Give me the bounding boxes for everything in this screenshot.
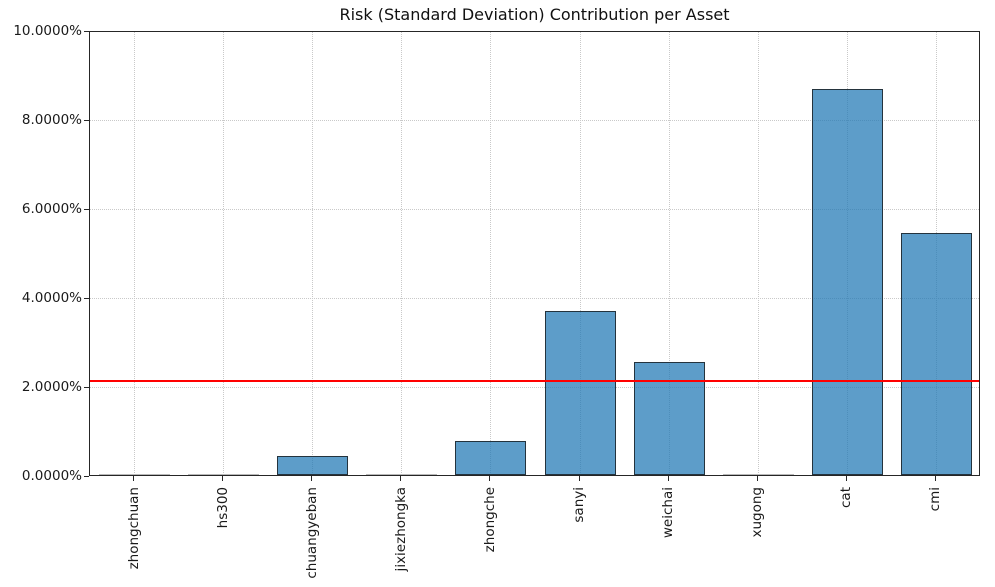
bar-hairline [722, 474, 794, 475]
y-tick-label: 6.0000% [21, 201, 82, 217]
v-gridline [579, 32, 581, 475]
y-tick-mark [84, 119, 89, 121]
x-tick-label: weichai [660, 487, 677, 539]
h-gridline [90, 120, 979, 121]
x-tick-label: sanyi [571, 487, 588, 523]
y-tick-label: 0.0000% [21, 468, 82, 484]
h-gridline [90, 298, 979, 299]
y-tick-label: 10.0000% [13, 23, 82, 39]
v-gridline [757, 32, 759, 475]
reference-line [90, 380, 979, 383]
y-tick-label: 2.0000% [21, 379, 82, 395]
bar-hairline [99, 474, 171, 475]
x-tick-mark [756, 476, 758, 481]
y-tick-mark [84, 30, 89, 32]
bar [455, 440, 527, 475]
x-tick-mark [222, 476, 224, 481]
v-gridline [401, 32, 403, 475]
y-tick-mark [84, 208, 89, 210]
v-gridline [312, 32, 314, 475]
bar [277, 456, 349, 475]
x-tick-label: zhongche [481, 487, 498, 553]
y-tick-label: 4.0000% [21, 290, 82, 306]
plot-area [89, 31, 980, 476]
v-gridline [223, 32, 225, 475]
x-tick-mark [133, 476, 135, 481]
v-gridline [490, 32, 492, 475]
x-tick-mark [845, 476, 847, 481]
x-tick-label: xugong [749, 487, 766, 538]
x-tick-mark [311, 476, 313, 481]
x-tick-mark [667, 476, 669, 481]
bar [544, 311, 616, 475]
v-gridline [134, 32, 136, 475]
x-tick-label: cmi [927, 487, 944, 512]
x-tick-mark [934, 476, 936, 481]
h-gridline [90, 387, 979, 388]
y-tick-mark [84, 297, 89, 299]
x-tick-label: chuangyeban [303, 487, 320, 579]
h-gridline [90, 209, 979, 210]
bar-hairline [188, 474, 260, 475]
chart-title: Risk (Standard Deviation) Contribution p… [339, 5, 730, 24]
bar [633, 361, 705, 475]
v-gridline [668, 32, 670, 475]
bar [900, 233, 972, 475]
x-tick-label: zhongchuan [125, 487, 142, 570]
y-tick-mark [84, 475, 89, 477]
x-tick-mark [400, 476, 402, 481]
x-tick-mark [489, 476, 491, 481]
x-tick-label: jixiezhongka [392, 487, 409, 572]
x-tick-label: hs300 [214, 487, 231, 529]
x-tick-label: cat [838, 487, 855, 508]
y-tick-label: 8.0000% [21, 112, 82, 128]
x-tick-mark [578, 476, 580, 481]
y-tick-mark [84, 386, 89, 388]
bar [811, 89, 883, 475]
bar-hairline [366, 474, 438, 475]
